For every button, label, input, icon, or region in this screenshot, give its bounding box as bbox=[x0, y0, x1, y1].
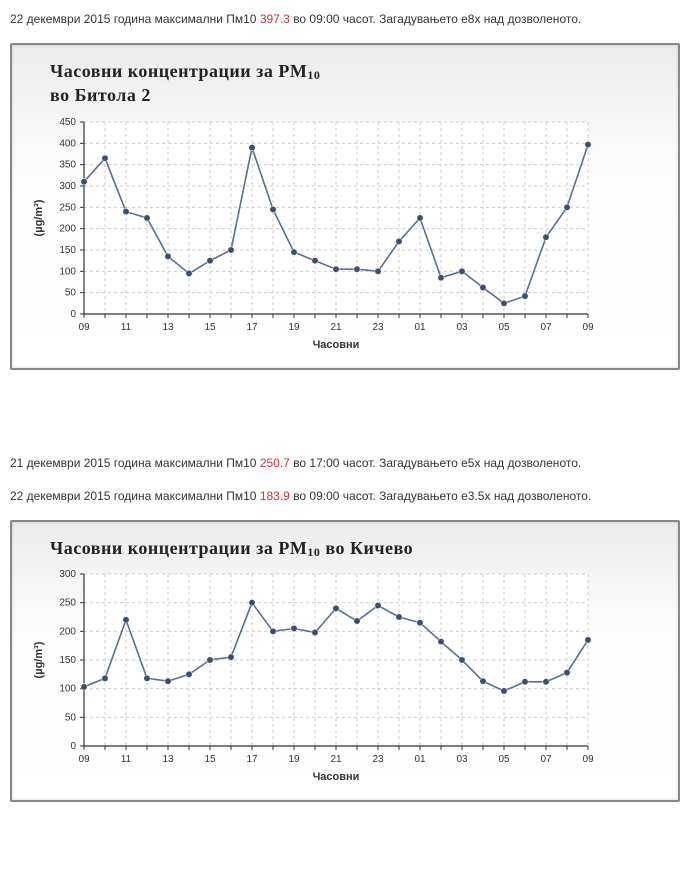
svg-text:09: 09 bbox=[582, 754, 594, 765]
section-spacer bbox=[10, 410, 680, 450]
svg-text:09: 09 bbox=[582, 322, 594, 333]
svg-text:450: 450 bbox=[59, 117, 76, 128]
svg-text:15: 15 bbox=[204, 322, 216, 333]
svg-text:300: 300 bbox=[59, 181, 76, 192]
svg-text:200: 200 bbox=[59, 627, 76, 638]
svg-text:(µg/m³): (µg/m³) bbox=[33, 199, 45, 236]
chart-svg: 0 50 100 150 200 250 300 09 11 13 15 17 19 21 23 01 03 05… bbox=[24, 568, 604, 788]
svg-text:07: 07 bbox=[540, 754, 552, 765]
svg-text:19: 19 bbox=[288, 322, 300, 333]
p1-post: во 09:00 часот. Загадувањето е8x над доз… bbox=[293, 12, 581, 26]
chart-svg: 0501001502002503003504004500911131517192… bbox=[24, 116, 604, 356]
svg-text:(µg/m³): (µg/m³) bbox=[33, 642, 45, 679]
chart2-title-sub: 10 bbox=[307, 545, 320, 559]
svg-text:50: 50 bbox=[65, 713, 77, 724]
svg-text:100: 100 bbox=[59, 684, 76, 695]
svg-text:17: 17 bbox=[246, 322, 258, 333]
svg-text:17: 17 bbox=[246, 754, 258, 765]
summary-paragraph-3: 22 декември 2015 година максимални Пм10 … bbox=[10, 487, 680, 506]
svg-text:03: 03 bbox=[456, 754, 468, 765]
svg-text:200: 200 bbox=[59, 223, 76, 234]
p2-post: во 17:00 часот. Загадувањето е5x над доз… bbox=[293, 456, 581, 470]
svg-text:01: 01 bbox=[414, 754, 426, 765]
svg-text:250: 250 bbox=[59, 202, 76, 213]
chart-kicevo: Часовни концентрации за PM10 во Кичево 0… bbox=[10, 520, 680, 802]
svg-text:21: 21 bbox=[330, 322, 342, 333]
svg-text:13: 13 bbox=[162, 754, 174, 765]
svg-text:21: 21 bbox=[330, 754, 342, 765]
svg-text:09: 09 bbox=[78, 754, 90, 765]
svg-text:01: 01 bbox=[414, 322, 426, 333]
p2-pre: 21 декември 2015 година максимални Пм10 bbox=[10, 456, 260, 470]
svg-text:Часовни: Часовни bbox=[313, 771, 360, 783]
svg-text:300: 300 bbox=[59, 569, 76, 580]
svg-text:50: 50 bbox=[65, 287, 77, 298]
chart2-title-main: Часовни концентрации за PM bbox=[50, 538, 307, 558]
svg-text:07: 07 bbox=[540, 322, 552, 333]
svg-text:100: 100 bbox=[59, 266, 76, 277]
summary-paragraph-1: 22 декември 2015 година максимални Пм10 … bbox=[10, 10, 680, 29]
svg-text:400: 400 bbox=[59, 138, 76, 149]
svg-text:350: 350 bbox=[59, 159, 76, 170]
p3-pre: 22 декември 2015 година максимални Пм10 bbox=[10, 489, 260, 503]
p2-value: 250.7 bbox=[260, 456, 290, 470]
chart1-title: Часовни концентрации за PM10 во Битола 2 bbox=[50, 59, 662, 108]
svg-text:11: 11 bbox=[121, 754, 132, 765]
svg-text:150: 150 bbox=[59, 245, 76, 256]
chart-bitola2: Часовни концентрации за PM10 во Битола 2… bbox=[10, 43, 680, 370]
p1-value: 397.3 bbox=[260, 12, 290, 26]
svg-text:23: 23 bbox=[372, 322, 384, 333]
chart1-title-sub: 10 bbox=[307, 68, 320, 82]
svg-text:05: 05 bbox=[498, 754, 510, 765]
svg-text:05: 05 bbox=[498, 322, 510, 333]
svg-text:03: 03 bbox=[456, 322, 468, 333]
svg-text:250: 250 bbox=[59, 598, 76, 609]
svg-text:13: 13 bbox=[162, 322, 174, 333]
svg-text:09: 09 bbox=[78, 322, 90, 333]
chart1-title-main: Часовни концентрации за PM bbox=[50, 61, 307, 81]
svg-text:Часовни: Часовни bbox=[313, 339, 360, 351]
summary-paragraph-2: 21 декември 2015 година максимални Пм10 … bbox=[10, 454, 680, 473]
svg-text:15: 15 bbox=[204, 754, 216, 765]
p1-pre: 22 декември 2015 година максимални Пм10 bbox=[10, 12, 260, 26]
svg-text:19: 19 bbox=[288, 754, 300, 765]
svg-text:23: 23 bbox=[372, 754, 384, 765]
chart1-plot: 0501001502002503003504004500911131517192… bbox=[24, 116, 666, 356]
chart2-plot: 0 50 100 150 200 250 300 09 11 13 15 17 19 21 23 01 03 05… bbox=[24, 568, 666, 788]
svg-text:11: 11 bbox=[121, 322, 132, 333]
chart1-title-tail: во Битола 2 bbox=[50, 85, 151, 105]
chart2-title-tail: во Кичево bbox=[320, 538, 413, 558]
chart2-title: Часовни концентрации за PM10 во Кичево bbox=[50, 536, 662, 560]
p3-post: во 09:00 часот. Загадувањето е3.5x над д… bbox=[293, 489, 591, 503]
p3-value: 183.9 bbox=[260, 489, 290, 503]
svg-text:150: 150 bbox=[59, 655, 76, 666]
svg-text:0: 0 bbox=[70, 309, 76, 320]
svg-text:0: 0 bbox=[70, 741, 76, 752]
